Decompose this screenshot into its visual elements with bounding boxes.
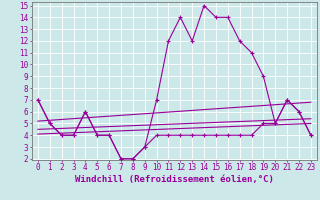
X-axis label: Windchill (Refroidissement éolien,°C): Windchill (Refroidissement éolien,°C) bbox=[75, 175, 274, 184]
